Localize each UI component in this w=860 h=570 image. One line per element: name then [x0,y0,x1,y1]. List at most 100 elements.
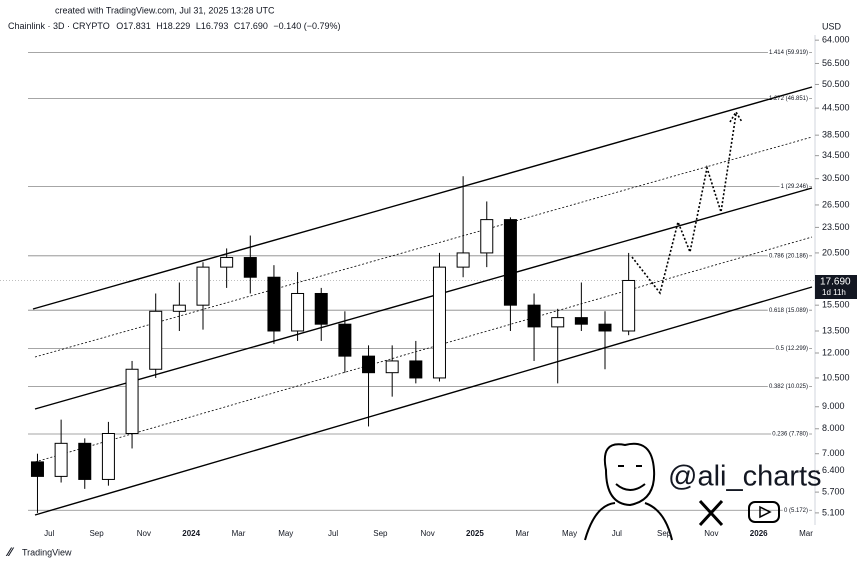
legend-high: H18.229 [156,21,190,31]
candle-body [622,279,636,332]
channel-dotted [34,136,813,358]
x-tick-label: Mar [799,529,813,538]
legend-open: O17.831 [116,21,151,31]
candle-body [551,317,565,328]
fib-label: 1 (29.246) [781,184,808,190]
candle-body [220,257,234,268]
last-price-label: 17.690 [820,277,851,288]
y-tick-label: 26.500 [822,199,850,209]
channel [32,86,813,516]
candles [30,176,636,513]
avatar-smile [615,483,646,491]
x-tick-label: Nov [421,529,435,538]
x-tick-label: Nov [704,529,718,538]
fib-label: 0.382 (10.025) [769,384,808,390]
candle-body [432,266,446,379]
legend-close: C17.690 [234,21,268,31]
header: created with TradingView.com, Jul 31, 20… [55,5,275,15]
candle-body [196,266,210,306]
x-tick-label: Jul [328,529,338,538]
y-tick-label: 44.500 [822,102,850,112]
youtube-play [759,505,772,519]
candle-body [291,292,305,332]
channel-middle [34,187,813,410]
footer-logo: ⁄⁄ [5,545,15,559]
candle-body [527,304,541,328]
candle-body [267,276,281,332]
y-tick-label: 5.100 [822,507,845,517]
candle-body [172,304,186,312]
candle-body [101,432,115,480]
channel-dotted [34,236,813,463]
x-tick-label: Sep [657,529,672,538]
axes: 64.000 56.500 50.500 44.500 38.500 34.500 30.5… [44,35,851,539]
channel-upper [32,86,813,310]
candle-body [149,310,163,370]
x-tick-label: 2024 [182,529,200,538]
x-icon [698,499,724,527]
fib-label: 0.786 (20.186) [769,253,808,259]
y-tick-label: 30.500 [822,173,850,183]
x-tick-label: 2025 [466,529,484,538]
fib-label: 0.236 (7.780) [772,432,808,438]
legend-change: −0.140 (−0.79%) [273,21,340,31]
y-tick-label: 6.400 [822,465,845,475]
symbol-title: Chainlink · 3D · CRYPTO [8,21,110,31]
candle-body [125,368,139,434]
x-tick-label: Sep [373,529,388,538]
candle-body [574,317,588,325]
x-tick-label: Mar [232,529,246,538]
avatar-head [603,442,656,507]
candle-body [598,323,612,332]
legend-line: Chainlink · 3D · CRYPTO O17.831 H18.229 … [8,21,340,31]
watermark: @ali_charts [668,461,822,493]
y-tick-label: 5.700 [822,486,845,496]
x-tick-label: May [562,529,577,538]
channel-lower [34,286,813,516]
y-tick-label: 34.500 [822,150,850,160]
y-tick-label: 23.500 [822,222,850,232]
y-tick-label: 7.000 [822,448,845,458]
candle-body [314,292,328,325]
candle-body [456,252,470,268]
x-tick-label: 2026 [750,529,768,538]
footer: TradingView [22,547,72,557]
y-tick-label: 20.500 [822,247,850,257]
candle-body [30,461,44,477]
fib-label: 1.414 (59.919) [769,50,808,56]
candle-body [338,323,352,357]
candle-body [362,355,376,374]
y-tick-label: 10.500 [822,372,850,382]
candle-body [385,360,399,374]
avatar-shoulders [584,502,673,541]
fib-label: 0 (5.172) [784,508,808,514]
legend-low: L16.793 [196,21,229,31]
x-tick-label: Jul [612,529,622,538]
x-tick-label: Mar [515,529,529,538]
y-tick-label: 9.000 [822,401,845,411]
candle-body [243,257,257,278]
last-price-box [815,275,857,299]
youtube-icon [748,501,780,523]
fib-label: 0.5 (12.299) [776,346,808,352]
y-tick-label: 38.500 [822,130,850,140]
candle-body [480,219,494,254]
projection [631,113,737,295]
y-tick-label: 64.000 [822,35,850,45]
y-tick-label: 8.000 [822,423,845,433]
x-tick-label: Sep [89,529,104,538]
fib-label: 0.618 (15.089) [769,308,808,314]
candle-body [78,442,92,480]
x-tick-label: Nov [137,529,151,538]
avatar [584,442,673,541]
x-tick-label: May [278,529,293,538]
candle-body [503,219,517,306]
countdown: 1d 11h [822,288,846,297]
y-tick-label: 56.500 [822,58,850,68]
y-tick-label: 12.000 [822,347,850,357]
candle-body [54,442,68,477]
y-tick-label: 50.500 [822,79,850,89]
currency: USD [822,21,842,31]
